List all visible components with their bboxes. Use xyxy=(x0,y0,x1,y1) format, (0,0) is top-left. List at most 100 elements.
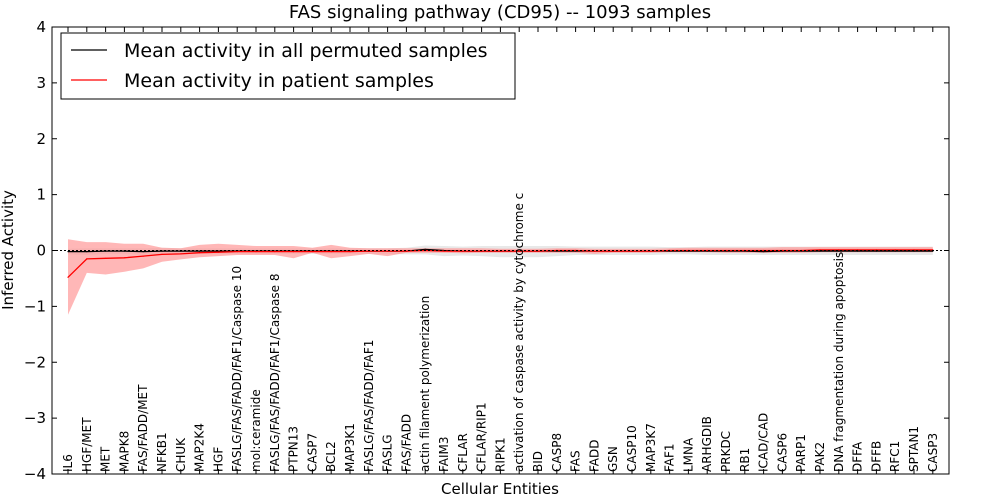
x-tick-label: MAPK8 xyxy=(117,431,131,472)
x-tick-label: MAP3K7 xyxy=(644,423,658,472)
x-tick-label: MAP3K1 xyxy=(343,423,357,472)
x-tick-label: RFC1 xyxy=(888,441,902,472)
point-series-1-7 xyxy=(199,252,201,254)
x-tick-label: SPTAN1 xyxy=(907,426,921,472)
y-tick-label: −4 xyxy=(24,465,46,483)
x-tick-label: FAF1 xyxy=(663,443,677,472)
point-series-1-21 xyxy=(462,250,464,252)
x-tick-label: IL6 xyxy=(61,454,75,472)
x-tick-label: FASLG xyxy=(381,434,395,472)
x-tick-label: BID xyxy=(531,451,545,472)
y-tick-label: −2 xyxy=(24,353,46,371)
x-tick-label: LMNA xyxy=(681,437,695,472)
legend-label-patient: Mean activity in patient samples xyxy=(124,70,434,92)
point-series-1-37 xyxy=(763,249,765,252)
x-tick-label: BCL2 xyxy=(324,441,338,472)
x-tick-label: CASP10 xyxy=(625,425,639,472)
x-tick-label: FASLG/FAS/FADD/FAF1/Caspase 8 xyxy=(268,274,282,473)
x-tick-label: CASP8 xyxy=(550,433,564,472)
point-series-1-3 xyxy=(123,257,125,259)
x-tick-label: DFFA xyxy=(851,441,865,472)
x-tick-label: FAS/FADD/MET xyxy=(136,384,150,472)
legend: Mean activity in all permuted samples Me… xyxy=(60,32,516,100)
x-tick-label: actin filament polymerization xyxy=(418,296,432,472)
x-tick-label: HGF xyxy=(211,447,225,472)
x-tick-label: ICAD/CAD xyxy=(757,413,771,472)
band-series-1 xyxy=(68,239,933,315)
x-tick-label: DFFB xyxy=(869,441,883,472)
x-tick-label: PTPN13 xyxy=(287,426,301,472)
category-labels: IL6 HGF/MET MET MAPK8 FAS/FADD/MET NFKB1 CHUK M… xyxy=(61,193,940,472)
x-tick-label: MAP2K4 xyxy=(193,423,207,472)
y-tick-label: 4 xyxy=(36,18,46,36)
point-series-1-2 xyxy=(105,257,107,259)
point-series-1-17 xyxy=(387,250,389,252)
x-tick-label: NFKB1 xyxy=(155,432,169,472)
x-tick-label: CFLAR/RIP1 xyxy=(475,402,489,472)
point-series-0-8 xyxy=(217,250,219,252)
x-tick-label: RB1 xyxy=(738,448,752,472)
x-tick-label: CASP3 xyxy=(926,433,940,472)
x-tick-label: FAIM3 xyxy=(437,436,451,472)
x-tick-label: HGF/MET xyxy=(80,417,94,472)
point-series-1-14 xyxy=(330,251,332,253)
x-tick-label: GSN xyxy=(606,446,620,472)
point-series-1-0 xyxy=(67,276,69,278)
legend-label-permuted: Mean activity in all permuted samples xyxy=(124,40,487,62)
x-tick-label: CASP6 xyxy=(775,433,789,472)
point-series-1-1 xyxy=(86,258,88,260)
y-tick-label: 0 xyxy=(36,242,46,260)
point-series-1-15 xyxy=(349,251,351,253)
y-tick-label: 1 xyxy=(36,186,46,204)
x-tick-label: RIPK1 xyxy=(493,437,507,472)
point-series-1-31 xyxy=(650,250,652,252)
y-axis-title: Inferred Activity xyxy=(0,190,17,310)
point-series-0-7 xyxy=(199,250,201,252)
point-series-1-9 xyxy=(236,251,238,253)
y-tick-label: 2 xyxy=(36,130,46,148)
point-series-1-8 xyxy=(217,251,219,253)
point-series-1-28 xyxy=(593,250,596,252)
chart-title: FAS signaling pathway (CD95) -- 1093 sam… xyxy=(289,2,711,23)
x-tick-label: PARP1 xyxy=(794,434,808,472)
point-series-0-0 xyxy=(67,251,69,253)
point-series-1-18 xyxy=(405,250,407,252)
point-series-1-41 xyxy=(838,249,840,251)
point-series-1-11 xyxy=(274,251,276,253)
point-series-1-12 xyxy=(293,251,295,253)
x-tick-label: FASLG/FAS/FADD/FAF1/Caspase 10 xyxy=(230,266,244,472)
y-tick-label: −1 xyxy=(24,297,46,315)
x-tick-label: mol:ceramide xyxy=(249,389,263,472)
x-tick-label: FADD xyxy=(587,440,601,473)
x-tick-label: FASLG/FAS/FADD/FAF1 xyxy=(362,340,376,472)
point-series-0-37 xyxy=(763,251,765,253)
point-series-1-13 xyxy=(311,251,313,253)
point-series-1-10 xyxy=(255,251,257,253)
legend-box xyxy=(60,32,516,100)
point-series-0-41 xyxy=(838,250,840,252)
x-tick-label: MET xyxy=(99,446,113,472)
x-tick-label: CASP7 xyxy=(305,433,319,472)
x-tick-label: ARHGDIB xyxy=(700,416,714,472)
y-tick-label: −3 xyxy=(24,409,46,427)
y-tick-label: 3 xyxy=(36,74,46,92)
point-series-1-34 xyxy=(706,249,708,252)
point-series-0-4 xyxy=(142,251,144,253)
point-series-1-4 xyxy=(142,255,144,257)
x-axis-title: Cellular Entities xyxy=(441,480,559,498)
x-tick-label: PRKDC xyxy=(719,431,733,472)
point-series-0-44 xyxy=(894,250,896,252)
point-series-1-27 xyxy=(575,249,577,252)
x-tick-label: PAK2 xyxy=(813,442,827,472)
point-series-1-24 xyxy=(518,250,520,252)
point-series-1-44 xyxy=(894,249,896,251)
x-tick-label: CHUK xyxy=(174,437,188,472)
point-series-1-6 xyxy=(180,253,182,255)
point-series-1-5 xyxy=(161,253,163,255)
x-tick-label: DNA fragmentation during apoptosis xyxy=(832,252,846,472)
x-tick-label: activation of caspase activity by cytoch… xyxy=(512,193,526,472)
axes: −4 −3 −2 −1 0 1 2 3 4 xyxy=(24,18,950,483)
point-series-1-38 xyxy=(781,249,784,252)
x-tick-label: CFLAR xyxy=(456,433,470,472)
